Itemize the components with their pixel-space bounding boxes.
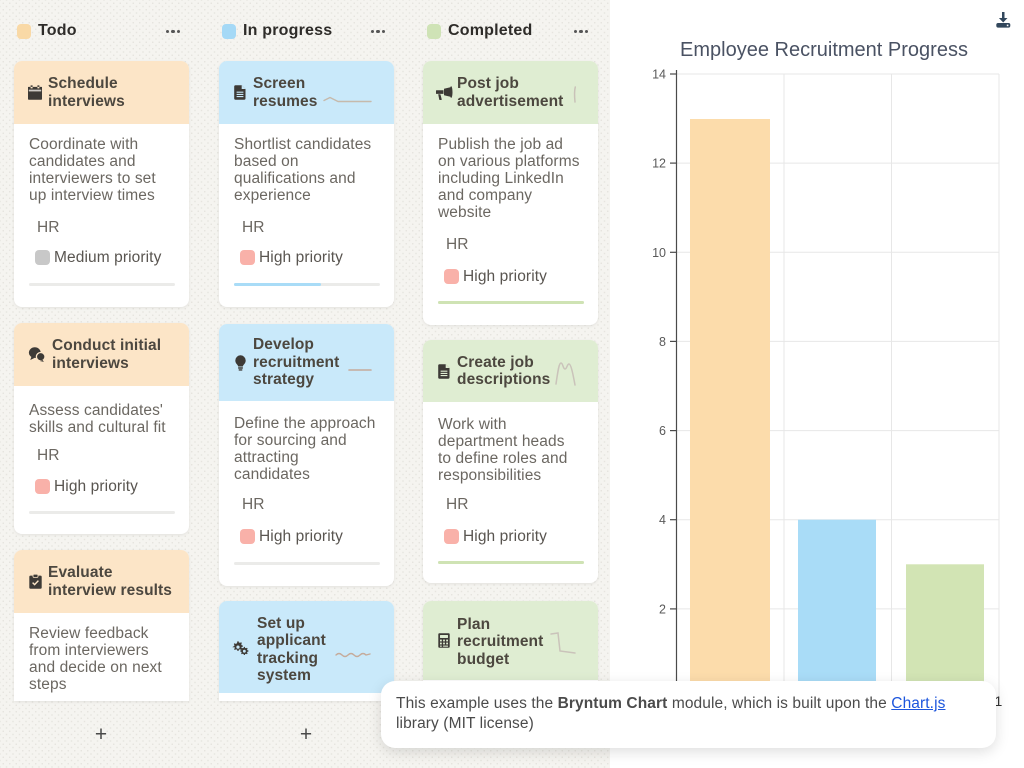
svg-text:6: 6 [659, 424, 666, 438]
svg-text:Employee Recruitment Progress: Employee Recruitment Progress [680, 39, 968, 61]
svg-text:12: 12 [652, 157, 666, 171]
svg-text:10: 10 [652, 246, 666, 260]
svg-text:1: 1 [995, 693, 1003, 709]
svg-text:8: 8 [659, 335, 666, 349]
svg-text:14: 14 [652, 68, 666, 82]
svg-text:2: 2 [659, 602, 666, 616]
svg-text:4: 4 [659, 513, 666, 527]
